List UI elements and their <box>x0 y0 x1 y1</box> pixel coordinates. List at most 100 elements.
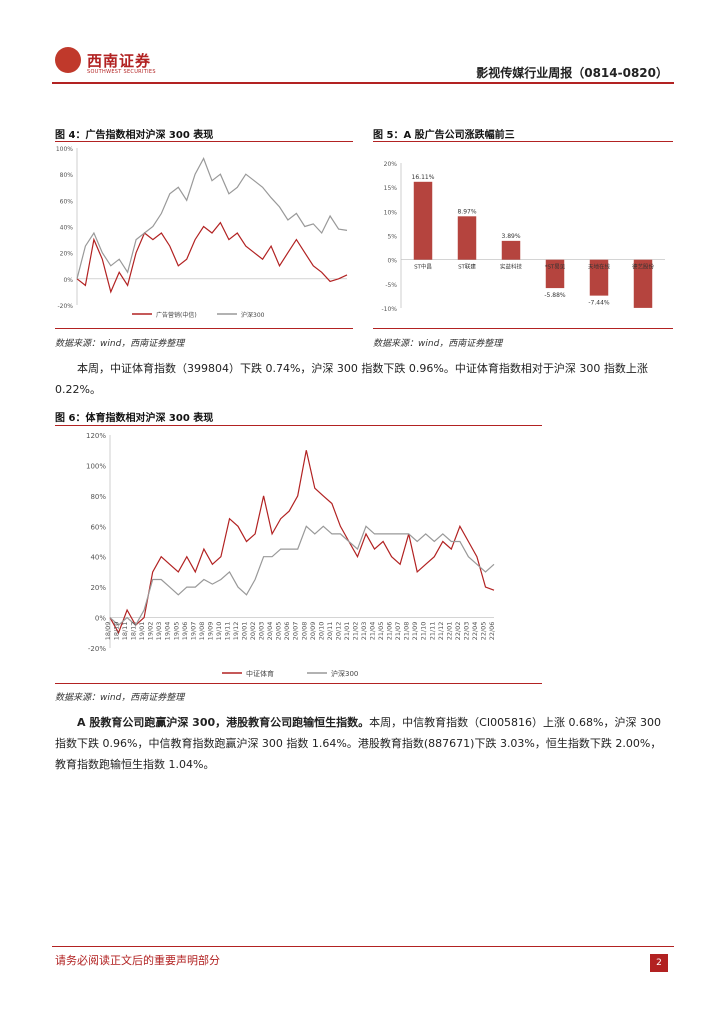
fig6-x-tick: 21/08 <box>403 622 411 641</box>
paragraph-education-index: A 股教育公司跑赢沪深 300，港股教育公司跑输恒生指数。本周，中信教育指数（C… <box>55 712 671 775</box>
fig6-x-tick: 21/03 <box>360 622 368 641</box>
fig4-legend-label: 沪深300 <box>241 311 265 319</box>
fig4-y-tick: 80% <box>60 172 74 179</box>
logo-subtext: SOUTHWEST SECURITIES <box>87 69 156 75</box>
fig6-y-tick: 100% <box>86 462 106 470</box>
fig6-x-tick: 19/05 <box>172 622 180 641</box>
fig5-bar <box>633 259 653 308</box>
figure-6-title: 图 6：体育指数相对沪深 300 表现 <box>55 413 214 424</box>
fig6-x-tick: 19/01 <box>138 622 146 641</box>
fig4-y-tick: -20% <box>57 303 73 310</box>
fig5-category-label: ST联建 <box>458 263 476 271</box>
figure-5-source: 数据来源：wind，西南证券整理 <box>373 339 503 349</box>
fig6-x-tick: 20/03 <box>258 622 266 641</box>
fig5-y-tick: -10% <box>381 306 397 313</box>
fig5-data-label: -5.88% <box>544 292 566 299</box>
fig5-bar <box>501 240 521 260</box>
fig6-x-tick: 20/07 <box>292 622 300 641</box>
fig6-legend-label: 中证体育 <box>246 669 274 678</box>
fig6-x-tick: 21/05 <box>377 622 385 641</box>
fig6-x-tick: 19/06 <box>181 622 189 641</box>
fig4-series-benchmark <box>76 157 348 279</box>
header-divider <box>52 82 674 84</box>
paragraph-education-text: 本周，中信教育指数（CI005816）上涨 0.68%，沪深 300 指数下跌 … <box>55 716 662 771</box>
fig6-x-tick: 22/05 <box>479 622 487 641</box>
fig6-x-tick: 22/01 <box>445 622 453 641</box>
fig5-data-label: 8.97% <box>457 208 476 215</box>
fig6-x-tick: 18/09 <box>104 622 112 641</box>
fig5-bar <box>413 181 433 260</box>
figure-6-chart: 120%100%80%60%40%20%0%-20%18/09 18/10 18/1… <box>86 432 496 678</box>
fig5-category-label: 天地在线 <box>588 263 611 271</box>
fig4-legend-label: 广告营销(中信) <box>156 311 197 319</box>
fig6-x-tick: 20/10 <box>317 622 325 641</box>
figure-5-bottom-line <box>373 328 673 329</box>
fig5-category-label: 实益科技 <box>500 263 523 271</box>
fig6-x-tick: 19/09 <box>206 622 214 641</box>
fig5-category-label: ST中昌 <box>414 263 432 271</box>
figure-4-source: 数据来源：wind，西南证券整理 <box>55 339 185 349</box>
footer-disclaimer: 请务必阅读正文后的重要声明部分 <box>55 954 220 967</box>
fig5-y-tick: 20% <box>384 161 398 168</box>
logo-text: 西南证券 <box>87 52 152 70</box>
fig6-x-tick: 21/04 <box>369 622 377 641</box>
figure-5-title-line <box>373 141 673 142</box>
page-number: 2 <box>650 954 668 972</box>
fig6-x-tick: 22/04 <box>471 622 479 641</box>
fig5-category-label: 德艺股份 <box>632 263 655 271</box>
footer-divider <box>52 946 674 947</box>
figure-6-title-line <box>55 425 542 426</box>
figure-6-source: 数据来源：wind，西南证券整理 <box>55 693 185 703</box>
fig6-x-tick: 19/08 <box>198 622 206 641</box>
company-logo <box>55 47 81 73</box>
fig6-x-tick: 19/02 <box>147 622 155 641</box>
fig6-x-tick: 20/05 <box>275 622 283 641</box>
fig4-y-tick: 0% <box>63 277 73 284</box>
fig6-x-tick: 19/03 <box>155 622 163 641</box>
fig6-x-tick: 21/10 <box>420 622 428 641</box>
fig5-data-label: -7.44% <box>588 300 610 307</box>
fig6-x-tick: 21/09 <box>411 622 419 641</box>
report-title: 影视传媒行业周报（0814-0820） <box>476 66 668 80</box>
fig6-series-benchmark <box>109 525 495 627</box>
fig6-x-tick: 20/06 <box>283 622 291 641</box>
fig6-series-main <box>109 450 495 635</box>
fig6-x-tick: 18/12 <box>130 622 138 641</box>
fig5-category-label: *ST易见 <box>545 264 566 271</box>
fig6-x-tick: 18/10 <box>113 622 121 641</box>
fig6-x-tick: 21/11 <box>428 622 436 641</box>
fig4-y-tick: 20% <box>60 251 74 258</box>
fig6-x-tick: 20/01 <box>241 622 249 641</box>
fig6-x-tick: 21/07 <box>394 622 402 641</box>
fig6-x-tick: 19/10 <box>215 622 223 641</box>
fig5-data-label: 16.11% <box>412 174 435 181</box>
figure-5-chart: 20% 15% 10% 5% 0% -5% -10% ST中昌 16.11% ST联建 8.97% 实… <box>381 161 665 313</box>
fig6-x-tick: 22/02 <box>454 622 462 641</box>
fig6-y-tick: -20% <box>88 645 106 653</box>
fig5-bar <box>545 259 565 289</box>
fig6-x-tick: 19/07 <box>189 622 197 641</box>
fig4-y-tick: 40% <box>60 225 74 232</box>
fig6-x-tick: 22/03 <box>462 622 470 641</box>
figure-4-title-line <box>55 141 353 142</box>
fig6-x-tick: 21/01 <box>343 622 351 641</box>
fig6-x-tick: 19/04 <box>164 622 172 641</box>
fig6-x-tick: 22/06 <box>488 622 496 641</box>
fig6-y-tick: 120% <box>86 432 106 440</box>
fig6-x-tick: 20/12 <box>334 622 342 641</box>
fig5-y-tick: 10% <box>384 209 398 216</box>
figure-4-bottom-line <box>55 328 353 329</box>
fig6-x-tick: 21/06 <box>386 622 394 641</box>
fig6-x-tick: 20/08 <box>300 622 308 641</box>
fig6-x-tick: 19/12 <box>232 622 240 641</box>
fig6-x-tick: 18/11 <box>121 622 129 641</box>
fig6-x-tick: 20/02 <box>249 622 257 641</box>
figure-4-title: 图 4：广告指数相对沪深 300 表现 <box>55 130 214 141</box>
fig6-y-tick: 60% <box>90 523 106 531</box>
fig4-series-main <box>76 221 348 294</box>
fig6-x-tick: 20/04 <box>266 622 274 641</box>
figure-5-title: 图 5：A 股广告公司涨跌幅前三 <box>373 130 515 141</box>
paragraph-sports-index: 本周，中证体育指数（399804）下跌 0.74%，沪深 300 指数下跌 0.… <box>55 362 648 396</box>
fig6-y-tick: 20% <box>90 584 106 592</box>
fig5-bar <box>589 259 609 296</box>
